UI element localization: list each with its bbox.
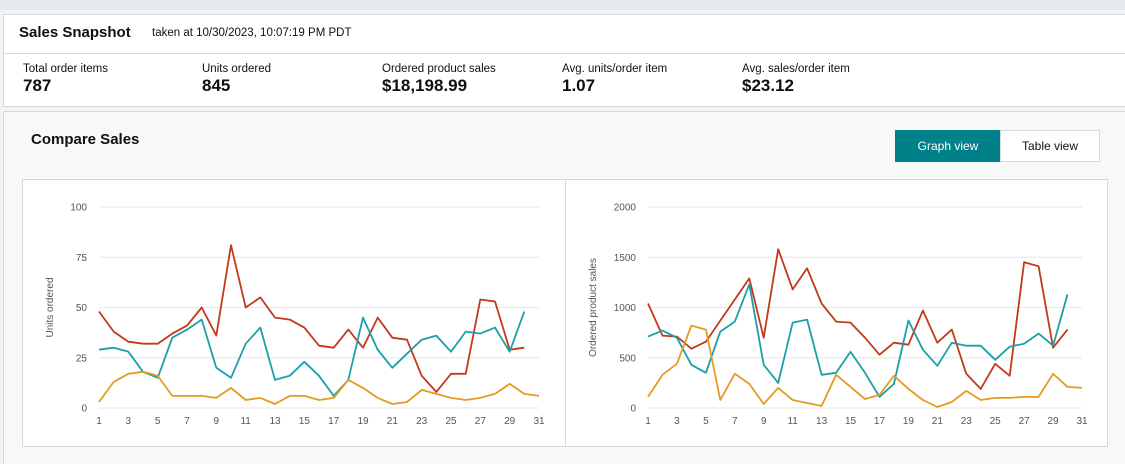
x-tick-label: 9: [761, 416, 767, 427]
x-tick-label: 11: [787, 416, 798, 427]
y-tick-label: 100: [70, 203, 87, 214]
x-tick-label: 1: [645, 416, 651, 427]
metric-value: $23.12: [742, 76, 794, 95]
top-bar: [0, 0, 1125, 10]
x-tick-label: 11: [240, 416, 251, 427]
x-tick-label: 29: [1048, 416, 1060, 427]
series-line-red: [98, 244, 525, 393]
metric-label: Units ordered: [202, 63, 272, 75]
metric-total-order-items: Total order items 787: [23, 62, 108, 96]
metric-value: 845: [202, 76, 231, 95]
snapshot-header: Sales Snapshot taken at 10/30/2023, 10:0…: [4, 15, 1125, 54]
x-tick-label: 7: [732, 416, 738, 427]
y-tick-label: 500: [619, 353, 636, 364]
x-tick-label: 29: [504, 416, 516, 427]
snapshot-timestamp: taken at 10/30/2023, 10:07:19 PM PDT: [152, 27, 352, 39]
y-axis-label: Units ordered: [45, 277, 56, 337]
x-tick-label: 31: [533, 416, 545, 427]
metric-value: $18,198.99: [382, 76, 468, 95]
x-tick-label: 1: [96, 416, 102, 427]
metric-units-ordered: Units ordered 845: [202, 62, 271, 96]
x-tick-label: 27: [1019, 416, 1031, 427]
y-tick-label: 2000: [614, 203, 637, 214]
metric-ordered-product-sales: Ordered product sales $18,198.99: [382, 62, 496, 96]
y-tick-label: 50: [76, 303, 88, 314]
series-line-teal: [647, 283, 1069, 398]
x-tick-label: 13: [816, 416, 828, 427]
metric-label: Avg. sales/order item: [742, 63, 850, 75]
series-line-orange: [98, 370, 540, 405]
x-tick-label: 25: [990, 416, 1002, 427]
x-tick-label: 3: [126, 416, 132, 427]
metric-avg-units-per-order-item: Avg. units/order item 1.07: [562, 62, 667, 96]
metric-label: Avg. units/order item: [562, 63, 668, 75]
x-tick-label: 17: [874, 416, 886, 427]
compare-sales-title: Compare Sales: [31, 131, 140, 148]
metric-label: Ordered product sales: [382, 63, 496, 75]
x-tick-label: 21: [387, 416, 399, 427]
metric-label: Total order items: [23, 63, 109, 75]
graph-view-button[interactable]: Graph view: [895, 130, 1001, 162]
x-tick-label: 15: [845, 416, 857, 427]
x-tick-label: 15: [299, 416, 311, 427]
x-tick-label: 17: [328, 416, 340, 427]
series-line-teal: [98, 311, 526, 397]
metric-avg-sales-per-order-item: Avg. sales/order item $23.12: [742, 62, 850, 96]
x-tick-label: 5: [155, 416, 161, 427]
x-tick-label: 5: [703, 416, 709, 427]
x-tick-label: 25: [445, 416, 457, 427]
x-tick-label: 3: [674, 416, 680, 427]
x-tick-label: 9: [214, 416, 220, 427]
x-tick-label: 23: [961, 416, 973, 427]
snapshot-title: Sales Snapshot: [19, 24, 131, 41]
x-tick-label: 19: [903, 416, 915, 427]
y-tick-label: 75: [76, 253, 88, 264]
series-line-red: [647, 248, 1069, 390]
x-tick-label: 19: [357, 416, 369, 427]
chart-divider: [565, 180, 566, 446]
metric-value: 1.07: [562, 76, 596, 95]
x-tick-label: 27: [475, 416, 487, 427]
x-tick-label: 21: [932, 416, 944, 427]
x-tick-label: 23: [416, 416, 428, 427]
y-tick-label: 1500: [614, 253, 637, 264]
x-tick-label: 31: [1076, 416, 1088, 427]
x-tick-label: 13: [269, 416, 281, 427]
x-tick-label: 7: [184, 416, 190, 427]
sales-snapshot-panel: Sales Snapshot taken at 10/30/2023, 10:0…: [3, 14, 1125, 107]
y-tick-label: 0: [630, 404, 636, 415]
series-line-orange: [647, 324, 1083, 408]
y-axis-label: Ordered product sales: [588, 258, 599, 357]
table-view-button[interactable]: Table view: [1000, 130, 1100, 162]
charts-container: 0 25 50 75 100 1 3 5 7 9 11 13 15 17 19 21 23 25 27 29 31 Uni…: [22, 179, 1108, 447]
y-tick-label: 25: [76, 353, 88, 364]
metric-value: 787: [23, 76, 52, 95]
y-tick-label: 1000: [614, 303, 637, 314]
y-tick-label: 0: [81, 404, 87, 415]
